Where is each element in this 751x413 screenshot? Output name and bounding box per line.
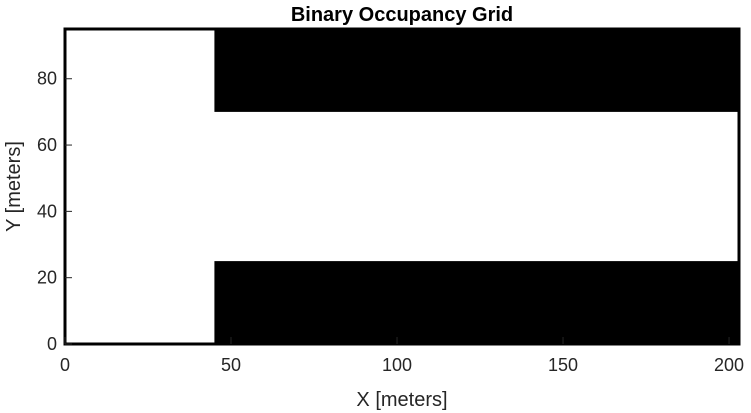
x-axis-ticks: 0 50 100 150 200 [60, 337, 744, 375]
x-tick-label: 200 [714, 355, 744, 375]
y-tick-label: 40 [37, 201, 57, 221]
x-axis-label: X [meters] [356, 389, 447, 411]
x-tick-label: 0 [60, 355, 70, 375]
axes-box [63, 27, 741, 346]
y-tick-label: 20 [37, 268, 57, 288]
lower-occupied-region [214, 261, 739, 344]
y-axis-ticks: 0 20 40 60 80 [37, 69, 72, 354]
y-tick-label: 60 [37, 135, 57, 155]
x-tick-label: 150 [548, 355, 578, 375]
upper-occupied-region [214, 29, 739, 112]
y-axis-label: Y [meters] [3, 141, 25, 232]
chart-title: Binary Occupancy Grid [291, 4, 513, 26]
occupied-regions [214, 29, 739, 344]
x-tick-label: 50 [221, 355, 241, 375]
y-tick-label: 0 [47, 334, 57, 354]
y-tick-label: 80 [37, 69, 57, 89]
plot-area [63, 27, 741, 346]
x-tick-label: 100 [382, 355, 412, 375]
